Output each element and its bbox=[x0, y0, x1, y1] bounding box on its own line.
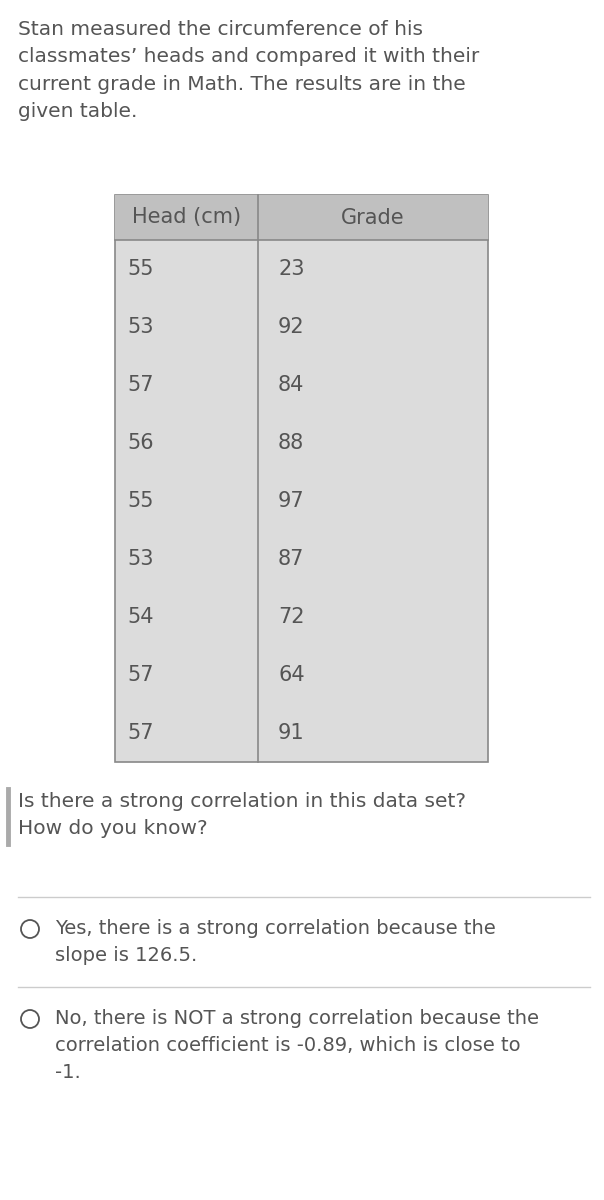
Text: Yes, there is a strong correlation because the
slope is 126.5.: Yes, there is a strong correlation becau… bbox=[55, 919, 496, 965]
Text: 97: 97 bbox=[278, 491, 304, 511]
Text: 54: 54 bbox=[127, 607, 153, 626]
Text: 57: 57 bbox=[127, 722, 153, 743]
Text: Grade: Grade bbox=[341, 208, 405, 228]
Text: Is there a strong correlation in this data set?
How do you know?: Is there a strong correlation in this da… bbox=[18, 792, 466, 839]
Text: 55: 55 bbox=[127, 259, 153, 278]
Text: 88: 88 bbox=[278, 433, 304, 452]
Text: No, there is NOT a strong correlation because the
correlation coefficient is -0.: No, there is NOT a strong correlation be… bbox=[55, 1009, 539, 1082]
Text: 87: 87 bbox=[278, 550, 304, 569]
Text: Stan measured the circumference of his
classmates’ heads and compared it with th: Stan measured the circumference of his c… bbox=[18, 20, 479, 121]
Text: 55: 55 bbox=[127, 491, 153, 511]
Text: 57: 57 bbox=[127, 665, 153, 685]
Text: 56: 56 bbox=[127, 433, 153, 452]
Text: 53: 53 bbox=[127, 317, 153, 337]
Text: 92: 92 bbox=[278, 317, 304, 337]
Text: Head (cm): Head (cm) bbox=[132, 208, 241, 228]
Text: 57: 57 bbox=[127, 374, 153, 395]
Text: 91: 91 bbox=[278, 722, 304, 743]
Text: 84: 84 bbox=[278, 374, 304, 395]
Bar bbox=[115, 194, 488, 240]
Text: 23: 23 bbox=[278, 259, 304, 278]
Text: 53: 53 bbox=[127, 550, 153, 569]
Text: 64: 64 bbox=[278, 665, 304, 685]
Bar bbox=[115, 194, 488, 762]
Text: 72: 72 bbox=[278, 607, 304, 626]
